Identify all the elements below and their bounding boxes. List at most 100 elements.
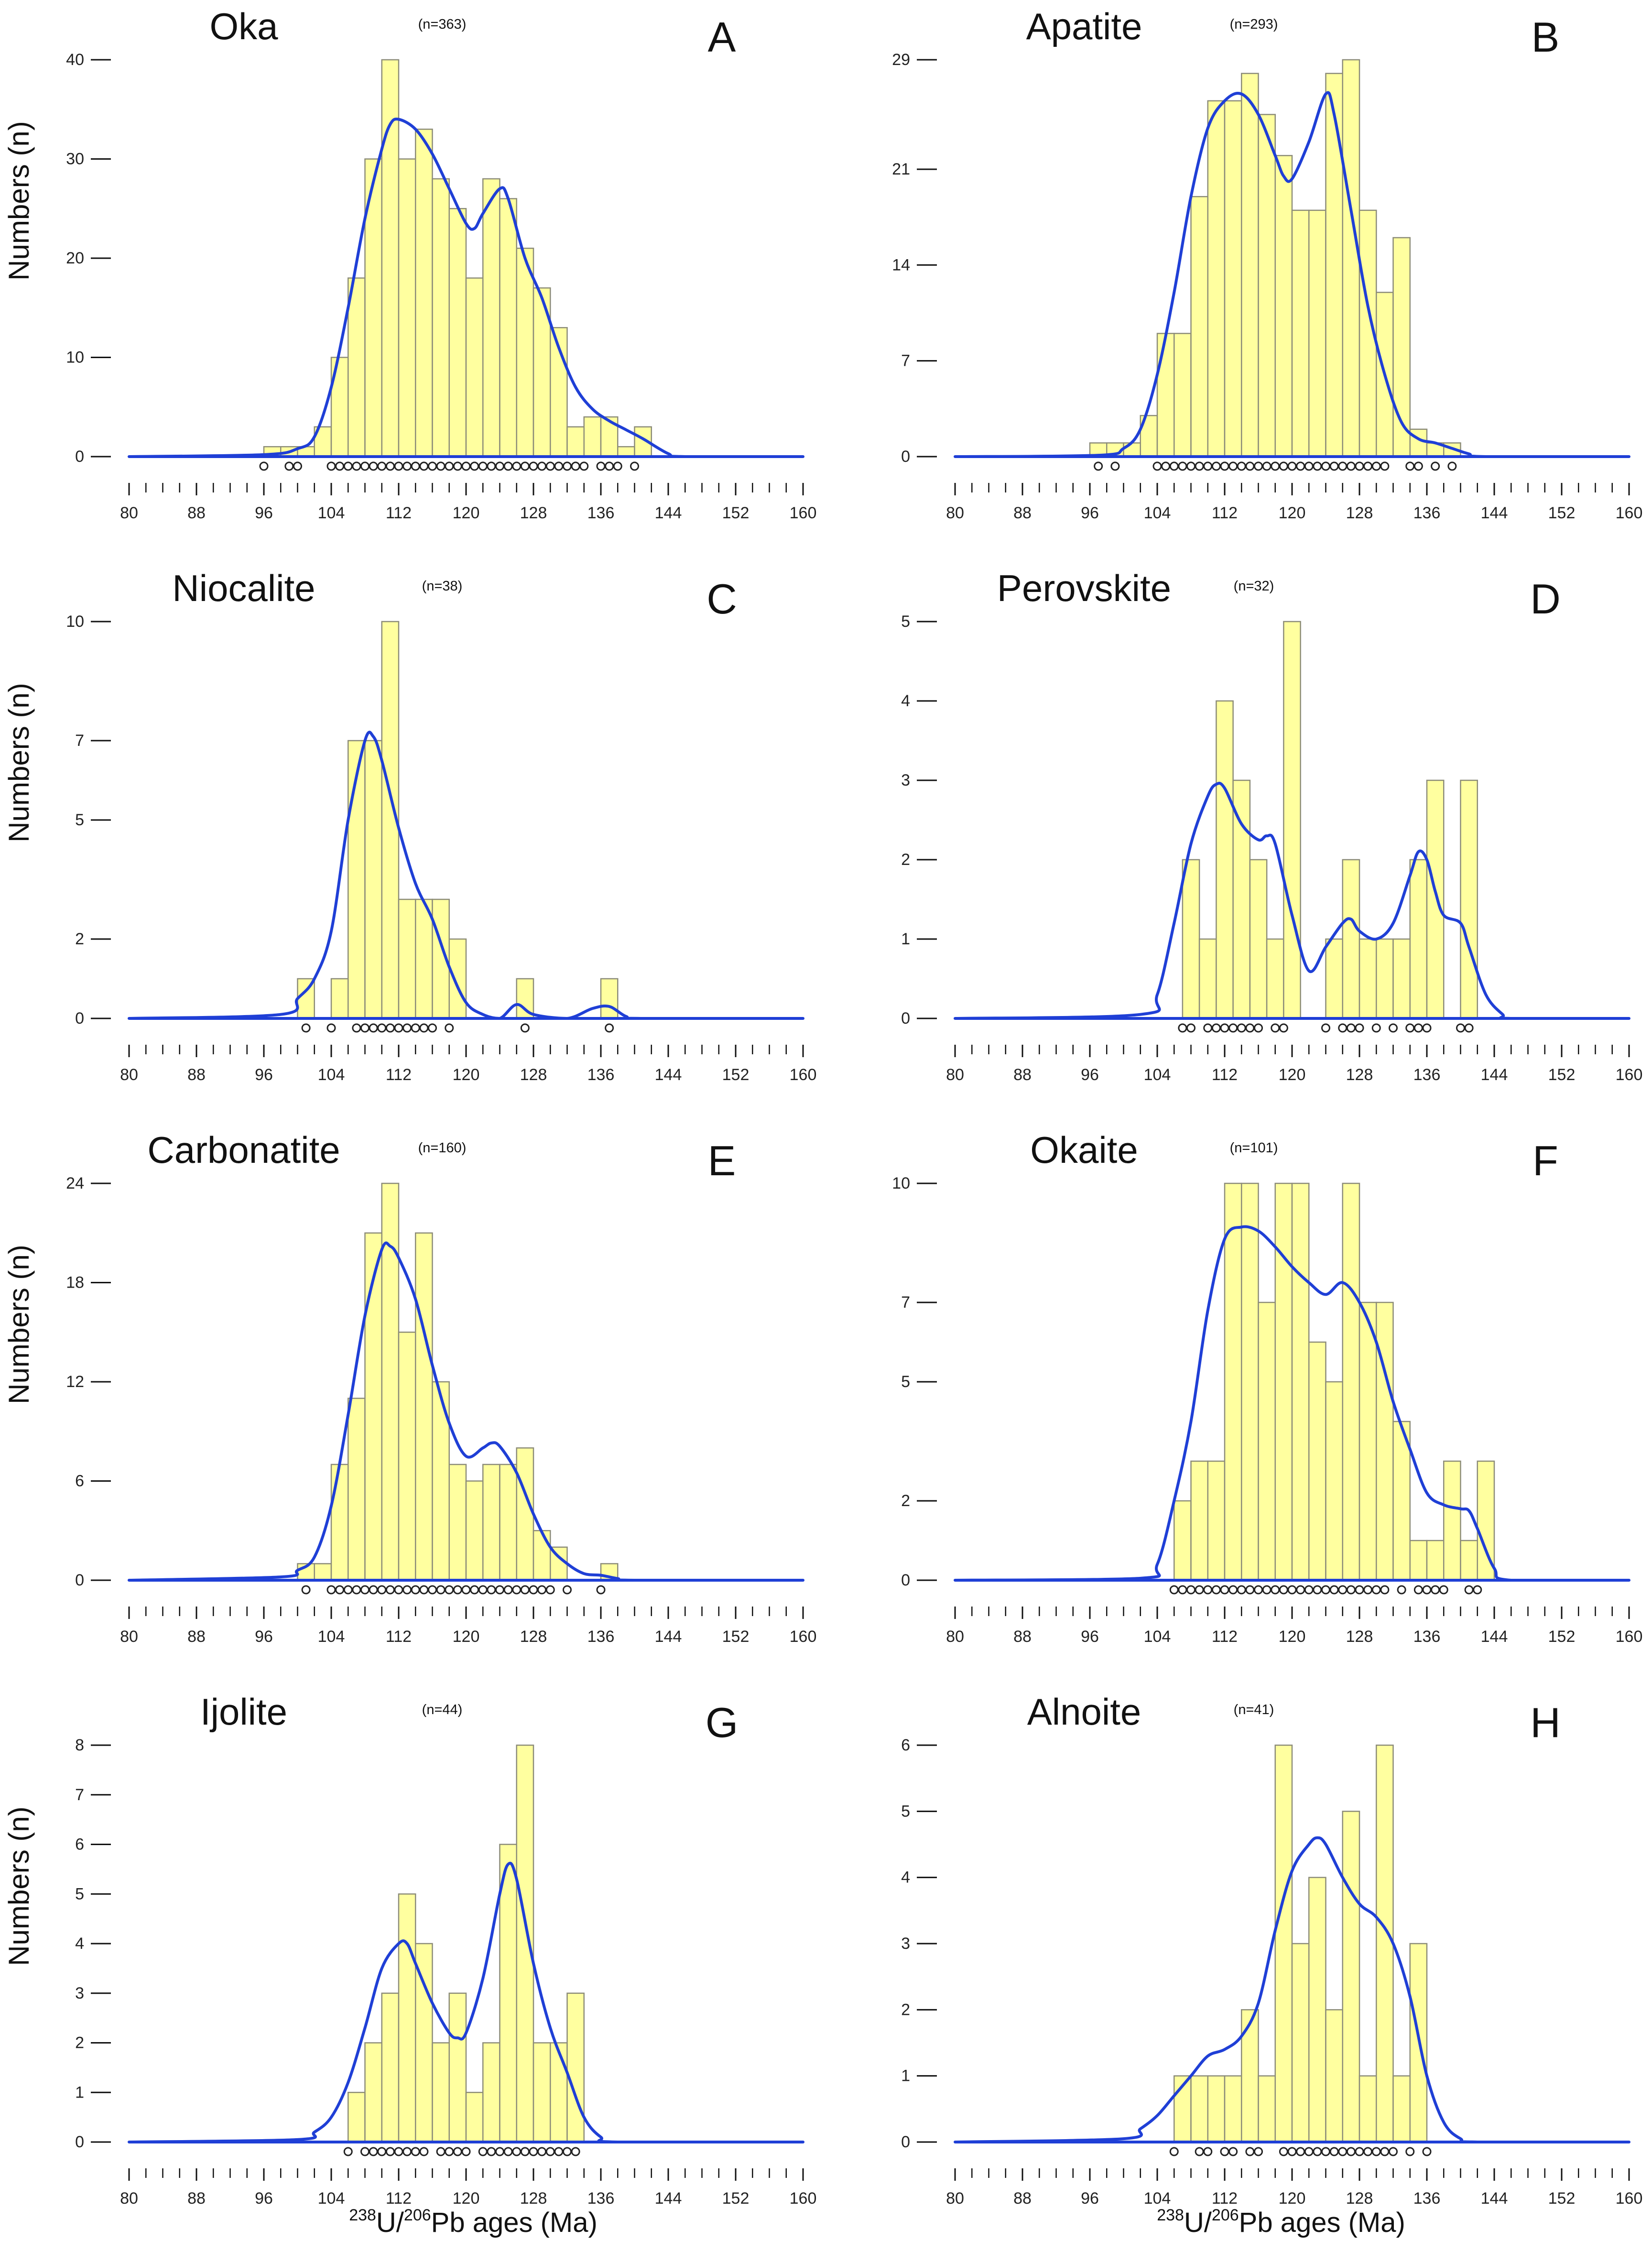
rug-point	[1245, 2147, 1255, 2156]
histogram-bar	[415, 898, 433, 1019]
panel-title: Carbonatite	[147, 1129, 340, 1171]
rug-point	[385, 2147, 395, 2156]
x-tick-label: 128	[1346, 1628, 1373, 1646]
rug-point	[1431, 461, 1440, 471]
panel-a: 0 10 20 30 40 80 88 96 104 112 120 128 136 144 152 160 O…	[66, 5, 816, 522]
y-tick-label: 6	[75, 1472, 84, 1490]
y-tick-label: 30	[66, 150, 84, 168]
y-tick-label: 0	[901, 2133, 910, 2151]
x-tick-label: 120	[453, 2189, 480, 2208]
histogram-bar	[1207, 100, 1226, 458]
rug-point	[1464, 1023, 1474, 1033]
histogram-bar	[381, 1992, 400, 2143]
rug-point	[1195, 2147, 1204, 2156]
x-tick-label: 136	[1413, 2189, 1441, 2208]
histogram-bar	[330, 1464, 349, 1581]
rug-point	[1211, 1585, 1221, 1595]
rug-point	[402, 1023, 412, 1033]
x-tick-label: 160	[790, 1628, 817, 1646]
rug-point	[259, 461, 269, 471]
y-tick-label: 8	[75, 1736, 84, 1754]
histogram-bar	[1249, 859, 1268, 1019]
histogram-bar	[1325, 73, 1343, 458]
rug-point	[1355, 1585, 1364, 1595]
histogram-bar	[1274, 1744, 1293, 2143]
y-tick-label: 29	[892, 51, 910, 69]
rug-point	[1296, 2147, 1305, 2156]
histogram-bar	[1156, 333, 1175, 458]
histogram-bar	[1392, 938, 1411, 1019]
rug-point	[1431, 1585, 1440, 1595]
panel-letter: E	[708, 1137, 736, 1184]
x-tick-label: 136	[587, 1628, 615, 1646]
rug-point	[537, 1585, 547, 1595]
x-axis-label-left: 238U/206Pb ages (Ma)	[349, 2206, 598, 2238]
rug-point	[512, 461, 522, 471]
histogram-bar	[1342, 859, 1360, 1019]
rug-point	[1094, 461, 1103, 471]
rug-point	[529, 1585, 538, 1595]
rug-point	[1262, 1585, 1272, 1595]
histogram-bar	[1308, 1877, 1326, 2143]
rug-point	[293, 461, 302, 471]
histogram-bar	[415, 1232, 433, 1581]
sample-count-label: (n=44)	[422, 1702, 463, 1717]
x-tick-label: 160	[790, 2189, 817, 2208]
x-tick-label: 160	[1616, 1628, 1643, 1646]
rug-point	[1220, 461, 1229, 471]
rug-point	[1304, 461, 1314, 471]
rug-point	[503, 461, 513, 471]
y-tick-label: 7	[901, 352, 910, 370]
rug-point	[1363, 461, 1373, 471]
histogram-bar	[1376, 1744, 1394, 2143]
rug-point	[1271, 1023, 1280, 1033]
rug-point	[377, 1023, 387, 1033]
rug-point	[453, 1585, 462, 1595]
rug-point	[1355, 461, 1364, 471]
rug-point	[1271, 461, 1280, 471]
x-tick-label: 128	[1346, 504, 1373, 522]
rug-point	[1279, 1023, 1288, 1033]
rug-point	[360, 2147, 370, 2156]
rug-point	[1254, 1585, 1263, 1595]
rug-point	[1220, 2147, 1229, 2156]
y-tick-label: 5	[901, 1802, 910, 1820]
rug-point	[529, 461, 538, 471]
rug-point	[1178, 1023, 1187, 1033]
y-tick-label: 10	[66, 612, 84, 631]
rug-point	[1237, 1023, 1246, 1033]
rug-point	[554, 2147, 564, 2156]
x-tick-label: 160	[1616, 1066, 1643, 1084]
x-tick-label: 136	[587, 504, 615, 522]
rug-point	[487, 2147, 496, 2156]
sample-count-label: (n=32)	[1234, 579, 1274, 594]
panel-title: Ijolite	[200, 1691, 287, 1733]
density-curve	[128, 117, 804, 458]
rug-point	[1447, 461, 1457, 471]
rug-point	[419, 461, 429, 471]
y-tick-label: 3	[901, 771, 910, 789]
rug-point	[343, 1585, 353, 1595]
x-tick-label: 88	[187, 2189, 206, 2208]
rug-point	[1338, 1023, 1348, 1033]
rug-point	[1237, 1585, 1246, 1595]
y-tick-label: 2	[901, 2001, 910, 2019]
x-tick-label: 120	[453, 1066, 480, 1084]
histogram-bar	[314, 1563, 332, 1581]
rug-point	[1279, 2147, 1288, 2156]
rug-point	[1262, 461, 1272, 471]
rug-point	[445, 1023, 454, 1033]
histogram-bar	[1308, 209, 1326, 458]
rug-point	[470, 1585, 479, 1595]
rug-point	[402, 461, 412, 471]
histogram-bar	[1224, 2075, 1242, 2143]
rug-point	[545, 2147, 555, 2156]
x-tick-label: 96	[255, 504, 273, 522]
rug-point	[1287, 461, 1297, 471]
histogram-bar	[1359, 938, 1377, 1019]
rug-point	[1254, 461, 1263, 471]
x-tick-label: 80	[946, 2189, 964, 2208]
y-tick-label: 2	[75, 930, 84, 948]
rug-point	[1178, 461, 1187, 471]
